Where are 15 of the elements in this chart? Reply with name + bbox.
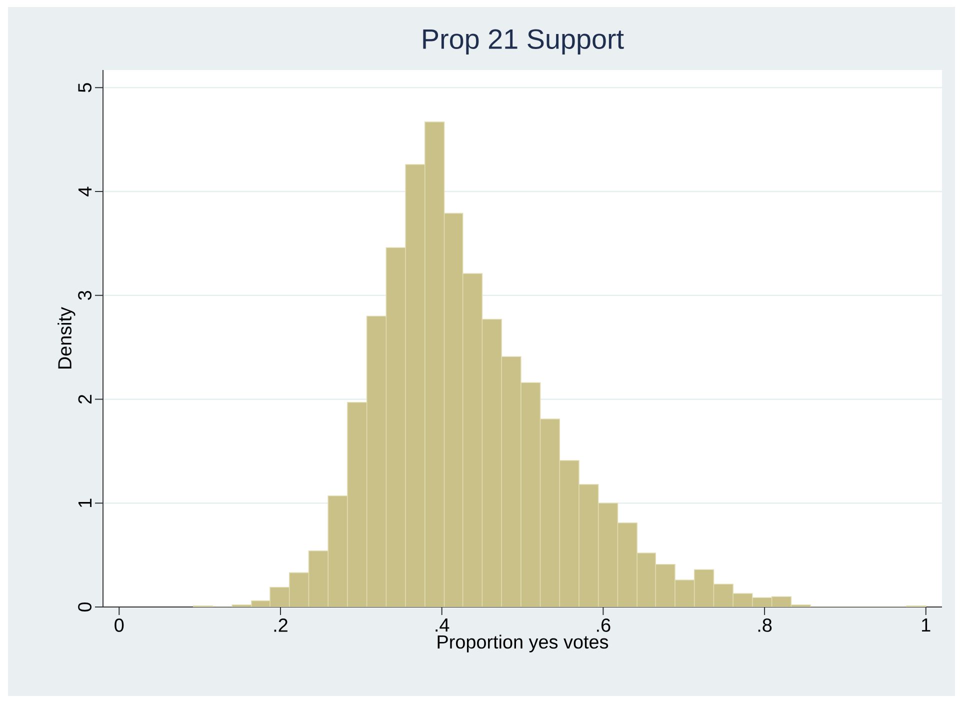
y-axis-title: Density xyxy=(58,306,76,368)
x-axis-title: Proportion yes votes xyxy=(438,634,608,652)
x-tick-label: 0 xyxy=(114,618,124,632)
x-tick-label: .6 xyxy=(597,618,610,632)
y-tick-label: 4 xyxy=(78,186,92,196)
y-tick-label: 2 xyxy=(78,394,92,404)
x-tick-label: .2 xyxy=(274,618,288,632)
x-tick-label: .4 xyxy=(436,618,450,632)
y-tick-label: 0 xyxy=(78,602,92,612)
y-tick-label: 5 xyxy=(78,83,92,92)
y-tick-label: 1 xyxy=(78,498,92,507)
chart-title: Prop 21 Support xyxy=(423,29,624,54)
x-tick-label: .8 xyxy=(758,618,772,632)
y-tick-label: 3 xyxy=(78,290,92,300)
x-tick-label: 1 xyxy=(922,618,930,632)
